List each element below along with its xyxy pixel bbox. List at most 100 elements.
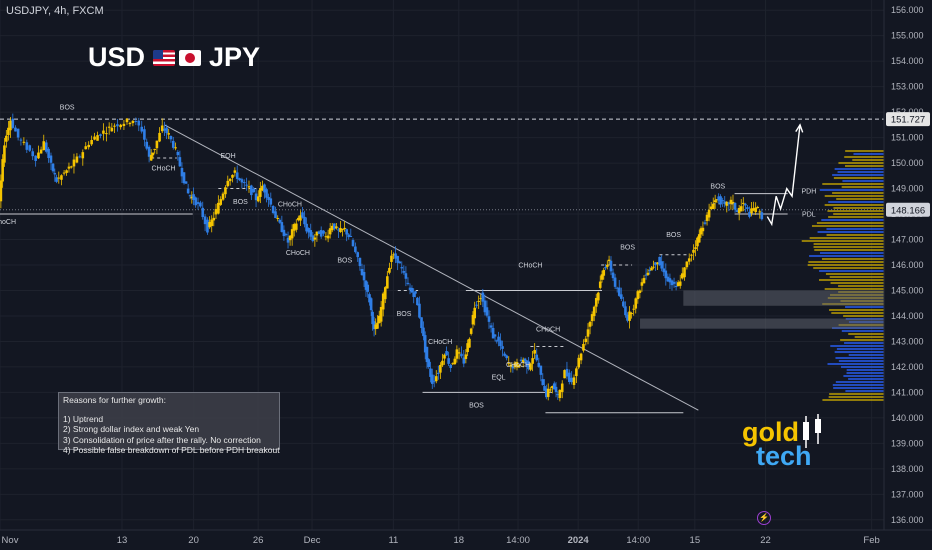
candle-body <box>284 234 288 236</box>
annotation-label: BOS <box>60 105 75 112</box>
volume-bar <box>838 285 884 287</box>
candle-body <box>489 325 493 328</box>
candle-body <box>322 230 325 234</box>
candle-body <box>597 292 600 301</box>
annotation-label: CHoCH <box>278 201 302 208</box>
candle-body <box>252 188 256 193</box>
annotation-label: CHoCH <box>151 166 175 173</box>
candle-body <box>226 180 230 187</box>
candle-body <box>37 152 40 159</box>
candle-body <box>57 177 61 179</box>
candle-body <box>19 139 23 141</box>
volume-bar <box>838 162 884 164</box>
bolt-icon[interactable]: ⚡ <box>757 511 771 525</box>
candle-body <box>145 141 149 149</box>
candle-body <box>586 329 590 337</box>
volume-bar <box>833 213 884 215</box>
projection-arrowhead <box>795 123 804 133</box>
candle-body <box>468 338 471 348</box>
volume-bar <box>813 243 884 245</box>
candle-body <box>93 136 96 140</box>
candle-body <box>630 313 633 315</box>
candle-body <box>515 362 519 368</box>
candle-body <box>224 187 227 195</box>
candle-body <box>590 314 594 322</box>
candle-body <box>462 357 466 364</box>
volume-bar <box>834 351 884 353</box>
candle-body <box>390 255 393 262</box>
candle-body <box>705 214 709 221</box>
candle-body <box>646 272 650 275</box>
candle-body <box>288 235 292 241</box>
candle-body <box>116 124 119 127</box>
candle-body <box>386 276 389 289</box>
candle-body <box>34 155 37 161</box>
volume-bar <box>848 354 884 356</box>
candle-body <box>507 362 511 364</box>
candle-body <box>412 292 416 297</box>
candle-body <box>110 127 114 132</box>
candle-body <box>366 284 370 292</box>
candle-body <box>703 222 707 224</box>
trendline-line <box>164 124 699 411</box>
candle-body <box>201 207 205 218</box>
candle-body <box>265 189 268 198</box>
candle-body <box>626 314 629 321</box>
candle-body <box>192 194 195 201</box>
candle-body <box>307 228 310 233</box>
candle-body <box>39 149 43 154</box>
candle-body <box>105 133 108 135</box>
time-axis[interactable]: Nov 13 20 26 Dec 11 18 14:00 2024 14:00 15 22 Feb <box>0 529 932 546</box>
candle-body <box>247 186 251 188</box>
candle-body <box>541 379 545 386</box>
candle-body <box>527 361 530 370</box>
price-axis[interactable]: 156.000155.000154.000153.000152.000151.0… <box>883 0 932 550</box>
candle-body <box>143 129 146 140</box>
candle-body <box>570 377 573 383</box>
candle-body <box>356 252 360 258</box>
goldtech-logo: gold tech <box>742 419 812 470</box>
price-tick-label: 150.000 <box>891 158 924 168</box>
candle-body <box>414 291 417 294</box>
candle-body <box>748 211 751 217</box>
candle-body <box>62 172 66 174</box>
candle-body <box>3 145 6 163</box>
candle-body <box>392 254 395 256</box>
candle-body <box>721 200 724 202</box>
candle-body <box>577 357 581 368</box>
candle-body <box>96 135 99 141</box>
candle-body <box>165 127 168 134</box>
candle-body <box>752 208 755 211</box>
annotation-label: CHoCH <box>536 326 560 333</box>
volume-bar <box>817 231 884 233</box>
candle-body <box>575 368 578 377</box>
symbol-info[interactable]: USDJPY, 4h, FXCM <box>6 5 104 17</box>
candle-body <box>410 287 414 293</box>
price-tick-label: 156.000 <box>891 5 924 15</box>
candle-body <box>739 206 743 212</box>
candle-body <box>214 209 218 215</box>
volume-bar <box>848 333 884 335</box>
candle-body <box>383 287 387 300</box>
candle-body <box>206 219 209 233</box>
volume-bar <box>854 336 884 338</box>
candle-body <box>434 376 438 382</box>
candle-body <box>741 202 745 204</box>
candle-body <box>509 364 513 367</box>
candle-body <box>521 359 525 363</box>
candle-body <box>31 151 35 157</box>
annotation-label: CHoCH <box>518 263 542 270</box>
candle-body <box>548 389 552 391</box>
candle-body <box>513 362 517 368</box>
candle-body <box>654 262 657 266</box>
candle-body <box>685 261 689 268</box>
volume-bar <box>813 267 884 269</box>
candle-body <box>169 136 173 140</box>
candle-body <box>535 354 539 361</box>
candle-body <box>592 306 596 317</box>
annotation-label: CHoCH <box>286 250 310 257</box>
volume-bar <box>835 357 884 359</box>
candlesticks <box>0 113 764 402</box>
volume-bar <box>818 279 884 281</box>
candle-body <box>481 292 485 302</box>
